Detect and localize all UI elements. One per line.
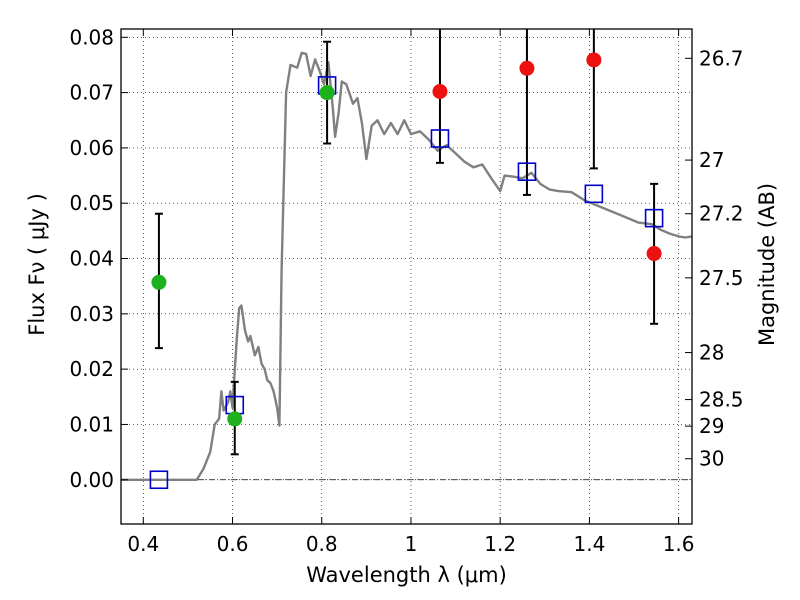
y-tick-label: 0.02 <box>69 357 114 381</box>
nondetection-point <box>519 60 535 76</box>
nondetection-point <box>432 83 448 99</box>
grid <box>121 29 692 524</box>
x-tick-label: 1.6 <box>663 532 695 556</box>
synthetic-square-point <box>644 208 664 228</box>
synthetic-square-point <box>584 184 604 204</box>
mag-tick-label: 27.2 <box>699 202 744 226</box>
synthetic-square-point <box>430 129 450 148</box>
y-tick-label: 0.08 <box>69 25 114 49</box>
y-tick-label: 0.03 <box>69 302 114 326</box>
detection-point <box>227 411 243 427</box>
y-axis-label: Flux Fν ( μJy ) <box>25 193 49 336</box>
synthetic-square-point <box>149 470 169 490</box>
ticks <box>121 29 692 524</box>
y2-axis-label: Magnitude (AB) <box>755 183 779 346</box>
detection-point <box>151 274 167 290</box>
plot-frame <box>120 28 693 525</box>
synthetic-square-point <box>517 162 537 181</box>
detection-point <box>319 85 335 101</box>
nondetection-point <box>646 246 662 262</box>
y-tick-label: 0.01 <box>69 412 114 436</box>
y-tick-label: 0.07 <box>69 81 114 105</box>
x-tick-label: 0.6 <box>217 532 249 556</box>
y-tick-label: 0.06 <box>69 136 114 160</box>
mag-tick-label: 26.7 <box>699 46 744 70</box>
y-tick-label: 0.04 <box>69 247 114 271</box>
plot-area <box>121 29 692 490</box>
y-tick-label: 0.00 <box>69 468 114 492</box>
mag-tick-label: 28.5 <box>699 388 744 412</box>
x-tick-label: 1.2 <box>484 532 516 556</box>
mag-tick-label: 29 <box>699 414 724 438</box>
y-tick-label: 0.05 <box>69 191 114 215</box>
x-tick-label: 0.8 <box>306 532 338 556</box>
x-axis-label: Wavelength λ (μm) <box>306 563 507 587</box>
mag-tick-label: 27.5 <box>699 266 744 290</box>
x-tick-label: 1 <box>405 532 418 556</box>
mag-tick-label: 30 <box>699 447 724 471</box>
nondetection-point <box>586 52 602 68</box>
tick-labels: 0.4 0.6 0.8 1 1.2 1.4 1.6 0.00 0.01 0.02 0.03 0.04 0… <box>69 25 743 556</box>
mag-tick-label: 27 <box>699 148 724 172</box>
mag-tick-label: 28 <box>699 341 724 365</box>
model-sed-line <box>121 51 692 481</box>
x-tick-label: 0.4 <box>127 532 159 556</box>
x-tick-label: 1.4 <box>573 532 605 556</box>
